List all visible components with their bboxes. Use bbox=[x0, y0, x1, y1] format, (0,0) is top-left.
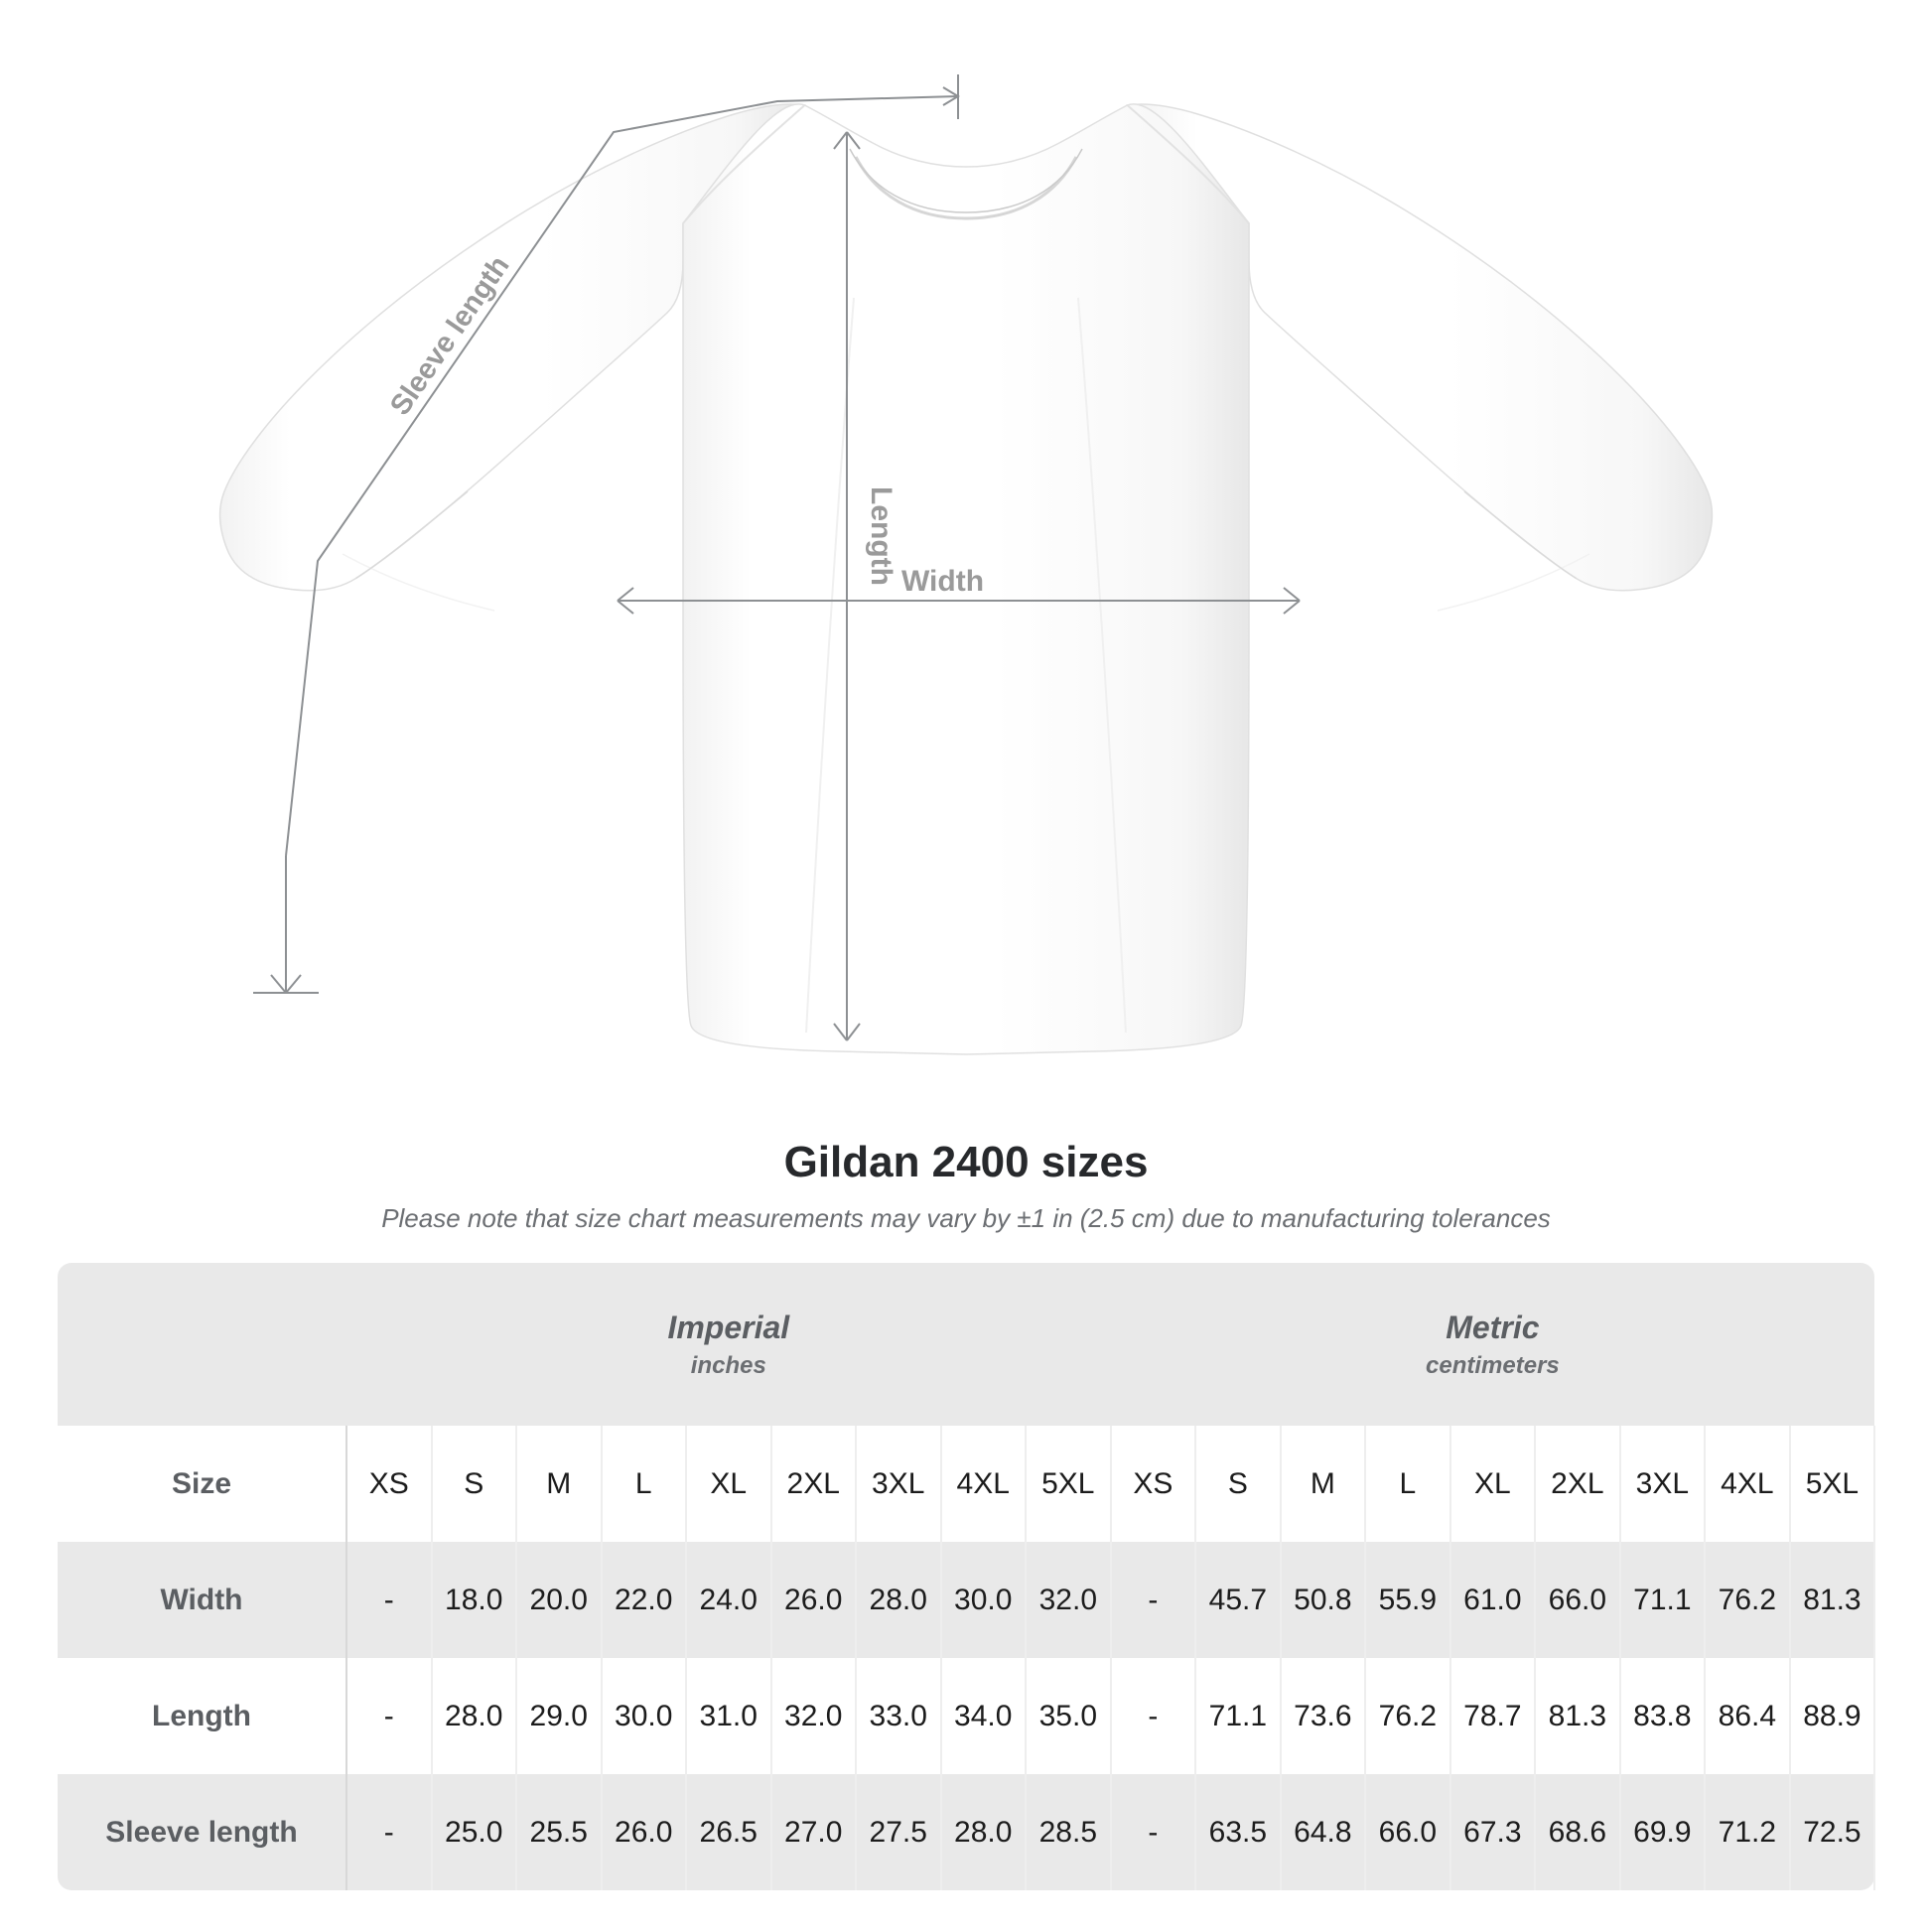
svg-text:Length: Length bbox=[865, 486, 897, 586]
svg-text:Width: Width bbox=[901, 565, 984, 598]
svg-text:Sleeve length: Sleeve length bbox=[384, 250, 516, 421]
